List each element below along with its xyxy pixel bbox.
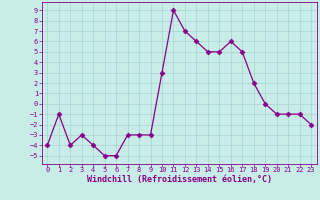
X-axis label: Windchill (Refroidissement éolien,°C): Windchill (Refroidissement éolien,°C)	[87, 175, 272, 184]
